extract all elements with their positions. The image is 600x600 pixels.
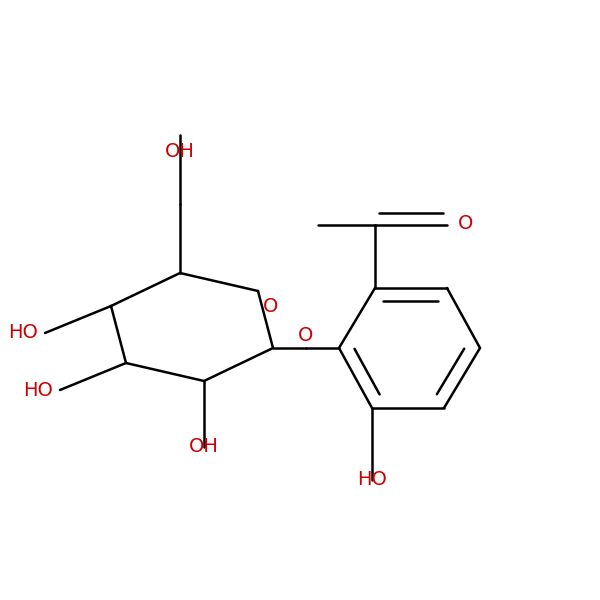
Text: OH: OH	[165, 142, 195, 161]
Text: HO: HO	[23, 380, 53, 400]
Text: OH: OH	[189, 437, 219, 456]
Text: HO: HO	[357, 470, 387, 489]
Text: O: O	[298, 326, 314, 345]
Text: O: O	[458, 214, 473, 233]
Text: O: O	[263, 297, 278, 316]
Text: HO: HO	[8, 323, 38, 343]
